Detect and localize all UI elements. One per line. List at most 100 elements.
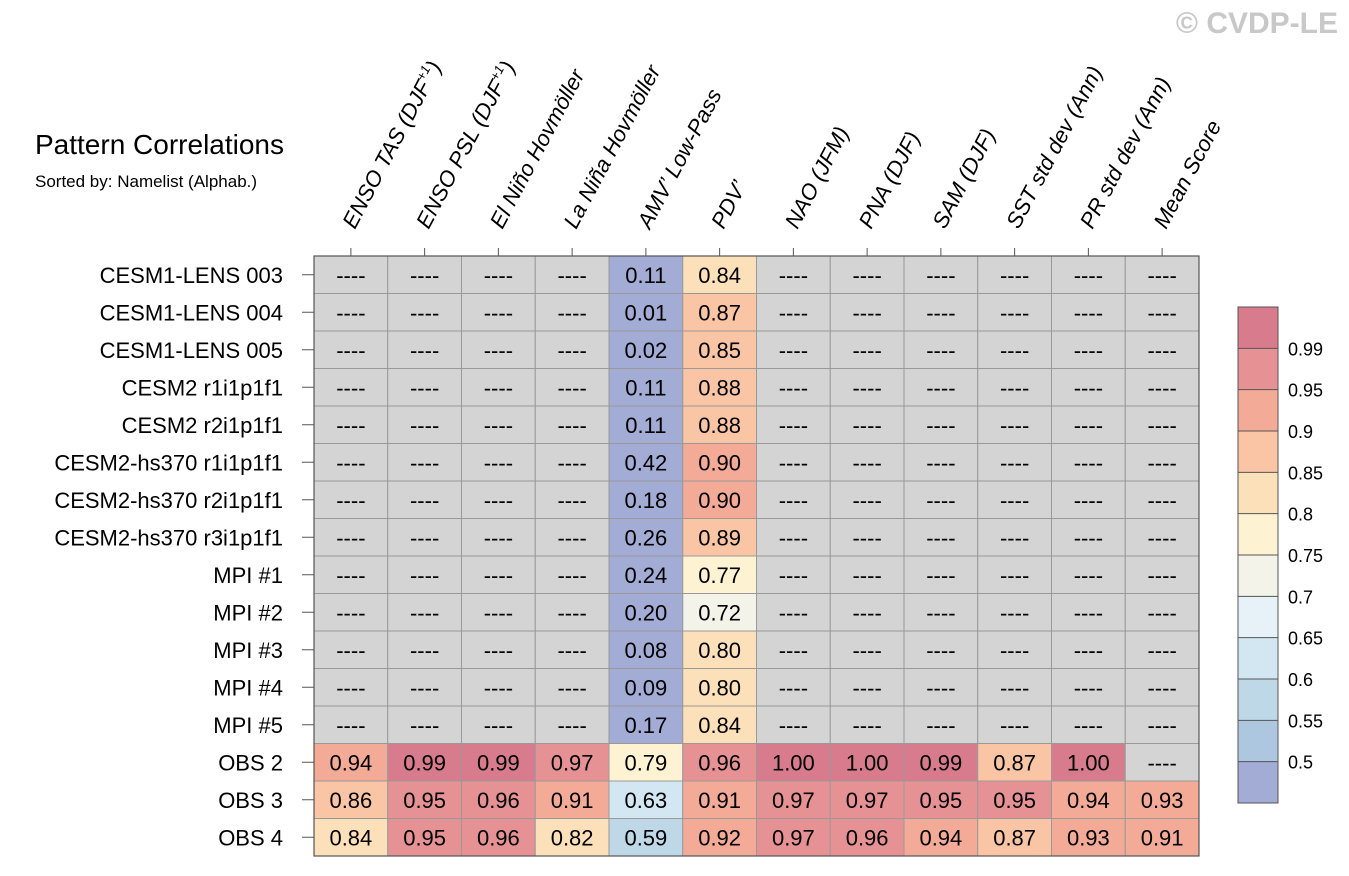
cell-value: 1.00 [772, 750, 815, 775]
heatmap-cell [387, 630, 462, 669]
row-label: CESM2-hs370 r2i1p1f1 [54, 488, 283, 513]
cell-value: 0.96 [698, 750, 741, 775]
cell-value: 0.97 [772, 825, 815, 850]
cell-value: ---- [852, 300, 881, 325]
cell-value: ---- [779, 338, 808, 363]
cell-value: 0.84 [698, 713, 741, 738]
colorbar-segment [1238, 348, 1278, 390]
cell-value: ---- [410, 675, 439, 700]
cell-value: ---- [1000, 563, 1029, 588]
heatmap-cell [903, 368, 979, 407]
heatmap-cell [682, 630, 757, 669]
heatmap-cell [977, 780, 1052, 819]
heatmap-cell [829, 705, 905, 744]
heatmap-cell [534, 405, 610, 444]
heatmap-cell [461, 330, 536, 369]
cell-value: 0.99 [919, 750, 962, 775]
cell-value: ---- [1147, 638, 1176, 663]
cell-value: ---- [336, 338, 365, 363]
heatmap-cell [1051, 630, 1126, 669]
cell-value: ---- [779, 450, 808, 475]
colorbar-segment [1238, 472, 1278, 514]
colorbar-segment [1238, 389, 1278, 431]
heatmap-cell [313, 255, 389, 294]
row-label: CESM2-hs370 r3i1p1f1 [54, 525, 283, 550]
heatmap-cell [682, 743, 757, 782]
cell-value: ---- [1147, 713, 1176, 738]
cell-value: 0.86 [329, 788, 372, 813]
cell-value: 0.94 [1067, 788, 1110, 813]
cell-value: 0.97 [772, 788, 815, 813]
chart-title: Pattern Correlations [35, 129, 284, 160]
cell-value: ---- [557, 300, 586, 325]
heatmap-cell [387, 668, 462, 707]
heatmap-cell [977, 668, 1052, 707]
cell-value: ---- [852, 600, 881, 625]
heatmap-cell [903, 405, 979, 444]
heatmap-cell [682, 330, 757, 369]
cell-value: 0.91 [698, 788, 741, 813]
cell-value: ---- [926, 638, 955, 663]
heatmap-cell [1051, 518, 1126, 557]
cell-value: 0.84 [329, 825, 372, 850]
cell-value: ---- [557, 263, 586, 288]
heatmap-cell [534, 518, 610, 557]
cell-value: ---- [1000, 675, 1029, 700]
cell-value: 0.59 [624, 825, 667, 850]
heatmap-cell [461, 743, 536, 782]
heatmap-cell [682, 518, 757, 557]
heatmap-cell [903, 743, 979, 782]
heatmap-cell [977, 368, 1052, 407]
cell-value: ---- [557, 450, 586, 475]
cell-value: ---- [484, 675, 513, 700]
heatmap-cell [977, 743, 1052, 782]
cell-value: ---- [1147, 300, 1176, 325]
colorbar-tick-label: 0.99 [1288, 339, 1323, 359]
heatmap-cell [534, 743, 610, 782]
heatmap-cell [461, 518, 536, 557]
cell-value: ---- [1074, 338, 1103, 363]
heatmap-cell [387, 780, 462, 819]
heatmap-cell [903, 255, 979, 294]
cell-value: 0.91 [1141, 825, 1184, 850]
heatmap-cell [387, 705, 462, 744]
heatmap-cell [1051, 555, 1126, 594]
colorbar-segment [1238, 555, 1278, 597]
heatmap-cell [1124, 255, 1200, 294]
heatmap-cell [534, 368, 610, 407]
cell-value: ---- [410, 600, 439, 625]
heatmap-cell [903, 705, 979, 744]
grid-border [313, 255, 1200, 857]
heatmap-cell [534, 630, 610, 669]
heatmap-cell [682, 293, 757, 332]
row-label: MPI #2 [213, 600, 283, 625]
cell-value: 0.93 [1141, 788, 1184, 813]
column-labels: ENSO TAS (DJF+1)ENSO PSL (DJF+1)El Niño … [337, 57, 1226, 256]
row-label: CESM1-LENS 003 [100, 263, 283, 288]
colorbar-segment [1238, 307, 1278, 349]
cell-value: ---- [779, 263, 808, 288]
cell-value: ---- [1000, 413, 1029, 438]
heatmap-cell [387, 593, 462, 632]
chart-subtitle: Sorted by: Namelist (Alphab.) [35, 172, 257, 191]
heatmap-cell [1051, 443, 1126, 482]
heatmap-cell [608, 705, 684, 744]
cell-value: ---- [779, 525, 808, 550]
cell-value: ---- [779, 375, 808, 400]
heatmap-cell [534, 668, 610, 707]
cell-value: ---- [1000, 375, 1029, 400]
row-label: CESM2 r1i1p1f1 [122, 375, 283, 400]
cell-value: 0.87 [993, 750, 1036, 775]
cell-value: ---- [1074, 675, 1103, 700]
heatmap-cell [608, 293, 684, 332]
cell-value: ---- [1074, 263, 1103, 288]
cell-value: ---- [1147, 450, 1176, 475]
cell-value: ---- [484, 300, 513, 325]
cell-value: ---- [926, 300, 955, 325]
heatmap-cell [1124, 443, 1200, 482]
heatmap-cell [829, 555, 905, 594]
cell-value: ---- [484, 713, 513, 738]
cell-value: ---- [779, 675, 808, 700]
cell-value: 0.87 [698, 300, 741, 325]
